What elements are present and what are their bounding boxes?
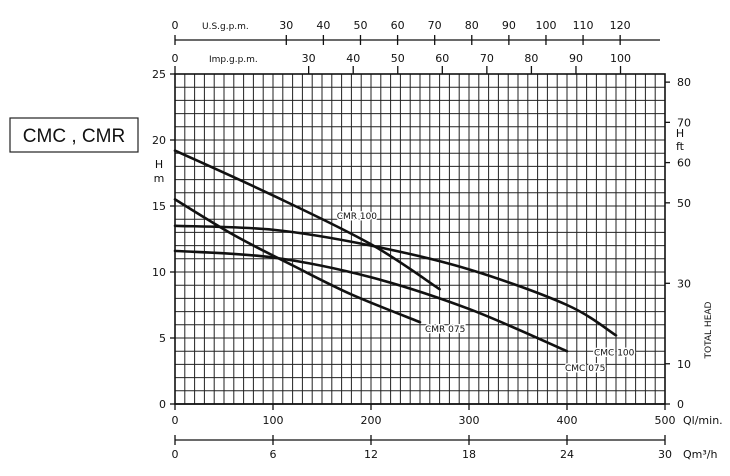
y-left-tick-label: 0 <box>159 398 166 411</box>
x-m3h-tick-label: 30 <box>658 448 672 461</box>
y-left-tick-label: 25 <box>152 68 166 81</box>
x-us-gpm-tick-label: 50 <box>353 19 367 32</box>
y-left-axis-label: H <box>155 158 163 171</box>
y-right-tick-label: 60 <box>677 157 691 170</box>
x-imp-gpm-tick-label: 90 <box>569 52 583 65</box>
x-imp-gpm-tick-label: 50 <box>391 52 405 65</box>
x-m3h-tick-label: 0 <box>172 448 179 461</box>
y-right-tick-label: 30 <box>677 277 691 290</box>
y-left-tick-label: 5 <box>159 332 166 345</box>
x-m3h-axis-label: Qm³/h <box>683 448 717 461</box>
total-head-label: TOTAL HEAD <box>704 301 714 359</box>
chart-grid <box>174 73 666 405</box>
x-m3h-tick-label: 18 <box>462 448 476 461</box>
x-tick-label: 400 <box>557 414 578 427</box>
x-us-gpm-axis-label: U.S.g.p.m. <box>202 22 249 32</box>
x-us-gpm-tick-label: 0 <box>172 19 179 32</box>
curve-label-cmr-100: CMR 100 <box>337 212 378 222</box>
curve-cmc-075 <box>173 249 569 353</box>
x-axis-label: Ql/min. <box>683 414 723 427</box>
x-us-gpm-tick-label: 90 <box>502 19 516 32</box>
x-m3h-tick-label: 6 <box>270 448 277 461</box>
y-left-axis-unit: m <box>154 172 165 185</box>
x-imp-gpm-tick-label: 40 <box>346 52 360 65</box>
y-right-tick-label: 50 <box>677 197 691 210</box>
x-us-gpm-tick-label: 30 <box>279 19 293 32</box>
model-label-text: CMC , CMR <box>23 126 125 147</box>
x-m3h-tick-label: 24 <box>560 448 574 461</box>
performance-curves <box>173 149 618 353</box>
model-label-box: CMC , CMR <box>9 117 139 153</box>
y-left-tick-label: 20 <box>152 134 166 147</box>
x-imp-gpm-tick-label: 30 <box>302 52 316 65</box>
y-right-tick-label: 80 <box>677 76 691 89</box>
x-imp-gpm-tick-label: 60 <box>435 52 449 65</box>
x-us-gpm-tick-label: 60 <box>391 19 405 32</box>
curve-cmc-100 <box>173 224 618 337</box>
x-m3h-tick-label: 12 <box>364 448 378 461</box>
curve-label-cmc-075: CMC 075 <box>565 364 605 374</box>
y-left-tick-label: 15 <box>152 200 166 213</box>
x-us-gpm-tick-label: 80 <box>465 19 479 32</box>
x-tick-label: 500 <box>655 414 676 427</box>
y-left-tick-label: 10 <box>152 266 166 279</box>
x-imp-gpm-tick-label: 80 <box>524 52 538 65</box>
x-tick-label: 200 <box>361 414 382 427</box>
y-right-tick-label: 70 <box>677 116 691 129</box>
curve-label-cmr-075: CMR 075 <box>425 325 465 335</box>
y-right-axis-unit: ft <box>676 140 685 153</box>
y-right-tick-label: 10 <box>677 358 691 371</box>
x-tick-label: 300 <box>459 414 480 427</box>
x-us-gpm-tick-label: 120 <box>610 19 631 32</box>
x-us-gpm-tick-label: 70 <box>428 19 442 32</box>
x-imp-gpm-tick-label: 100 <box>610 52 631 65</box>
x-tick-label: 100 <box>263 414 284 427</box>
x-us-gpm-tick-label: 100 <box>535 19 556 32</box>
x-tick-label: 0 <box>172 414 179 427</box>
curve-label-cmc-100: CMC 100 <box>594 348 635 358</box>
y-right-tick-label: 0 <box>677 398 684 411</box>
x-imp-gpm-tick-label: 0 <box>172 52 179 65</box>
curve-cmr-100 <box>173 149 441 291</box>
x-imp-gpm-axis-label: Imp.g.p.m. <box>209 55 258 65</box>
x-us-gpm-tick-label: 40 <box>316 19 330 32</box>
x-imp-gpm-tick-label: 70 <box>480 52 494 65</box>
y-right-axis-label: H <box>676 127 684 140</box>
x-us-gpm-tick-label: 110 <box>573 19 594 32</box>
curve-cmr-075 <box>173 198 422 324</box>
